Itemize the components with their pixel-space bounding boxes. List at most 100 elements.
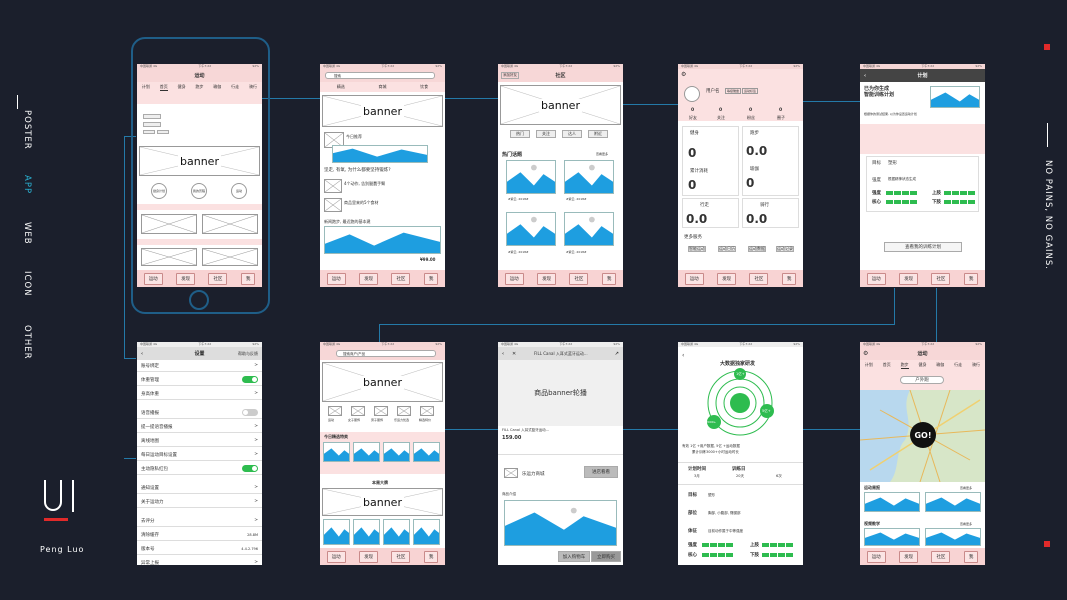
tab-sport[interactable]: 运动 xyxy=(326,272,346,285)
tab-sport[interactable]: 运动 xyxy=(866,272,886,285)
tab[interactable]: 计划 xyxy=(864,362,873,367)
toggle-switch[interactable] xyxy=(242,465,258,472)
settings-row[interactable]: 体重管理 xyxy=(137,374,262,386)
tab[interactable]: 计划 xyxy=(141,84,150,89)
tab-me[interactable]: 我 xyxy=(781,272,797,285)
tab[interactable]: 跑步 xyxy=(195,84,204,89)
banner[interactable]: banner xyxy=(500,85,621,125)
banner[interactable]: banner xyxy=(322,362,443,402)
gear-icon[interactable]: ⚙ xyxy=(863,350,869,357)
tab[interactable]: 行走 xyxy=(231,84,240,89)
back-icon[interactable]: ‹ xyxy=(682,352,685,359)
share-icon[interactable]: ↗ xyxy=(614,350,619,357)
tab[interactable]: 跑步 xyxy=(900,361,909,369)
banner[interactable]: banner xyxy=(322,95,443,127)
close-icon[interactable]: ✕ xyxy=(512,350,517,357)
settings-row[interactable]: 去评分 > xyxy=(137,515,262,527)
add-friend-button[interactable]: 添加好友 xyxy=(501,72,519,79)
search-input[interactable]: 搜索商户/产品 xyxy=(336,350,436,357)
tab-me[interactable]: 我 xyxy=(601,272,617,285)
tab-me[interactable]: 我 xyxy=(963,272,979,285)
tab-sport[interactable]: 运动 xyxy=(504,272,524,285)
tab-sport[interactable]: 运动 xyxy=(326,550,346,563)
circle-button[interactable]: 运动 xyxy=(231,183,247,199)
tab-discover[interactable]: 发现 xyxy=(899,272,919,285)
product-carousel[interactable]: 商品banner轮播 xyxy=(498,360,623,426)
tab-discover[interactable]: 发现 xyxy=(899,550,919,563)
tab-community[interactable]: 社区 xyxy=(749,272,769,285)
view-plan-button[interactable]: 查看我的训练计划 xyxy=(884,242,962,252)
help-link[interactable]: 帮助与反馈 xyxy=(238,350,258,356)
settings-row[interactable]: 清除缓存 28.8M xyxy=(137,529,262,541)
settings-row[interactable]: 关于运动力 > xyxy=(137,496,262,508)
nav-app[interactable]: APP xyxy=(22,175,32,195)
banner[interactable]: banner xyxy=(139,146,260,176)
banner[interactable]: banner xyxy=(322,488,443,516)
toggle-switch[interactable] xyxy=(242,376,258,383)
settings-row[interactable]: 语音播报 xyxy=(137,407,262,419)
tab[interactable]: 瑜伽 xyxy=(213,84,222,89)
tab-me[interactable]: 我 xyxy=(423,550,439,563)
settings-row[interactable]: 账号绑定 > xyxy=(137,360,262,372)
nav-icon[interactable]: ICON xyxy=(22,271,32,297)
back-icon[interactable]: ‹ xyxy=(141,350,144,357)
service-button[interactable]: 运动日历 xyxy=(718,246,736,252)
tab-me[interactable]: 我 xyxy=(240,272,256,285)
nav-web[interactable]: WEB xyxy=(22,221,32,245)
tab-discover[interactable]: 发现 xyxy=(537,272,557,285)
service-button[interactable]: 运动数据 xyxy=(748,246,766,252)
tab-community[interactable]: 社区 xyxy=(931,550,951,563)
tab-me[interactable]: 我 xyxy=(963,550,979,563)
settings-row[interactable]: 异常上报 > xyxy=(137,557,262,565)
tab-discover[interactable]: 发现 xyxy=(359,550,379,563)
settings-row[interactable]: 身高体重 > xyxy=(137,388,262,400)
tab[interactable]: 首页 xyxy=(882,362,891,367)
tab-sport[interactable]: 运动 xyxy=(684,272,704,285)
back-icon[interactable]: ‹ xyxy=(864,72,867,79)
tab-community[interactable]: 社区 xyxy=(391,550,411,563)
tab[interactable]: 饮食 xyxy=(420,84,429,89)
nearby-button[interactable]: 附近 xyxy=(588,130,608,138)
tab-discover[interactable]: 发现 xyxy=(717,272,737,285)
service-button[interactable]: 运动记录 xyxy=(776,246,794,252)
buy-now-button[interactable]: 立即购买 xyxy=(591,551,621,562)
service-button[interactable]: 智能运动 xyxy=(688,246,706,252)
nav-poster[interactable]: POSTER xyxy=(22,110,32,150)
tab[interactable]: 瑜伽 xyxy=(936,362,945,367)
tab-discover[interactable]: 发现 xyxy=(359,272,379,285)
search-input[interactable]: 搜索 xyxy=(325,72,435,79)
tab[interactable]: 健身 xyxy=(177,84,186,89)
add-to-cart-button[interactable]: 加入购物车 xyxy=(558,551,590,562)
gear-icon[interactable]: ⚙ xyxy=(681,71,687,78)
settings-row[interactable]: 提一提语音播报 > xyxy=(137,421,262,433)
tab-community[interactable]: 社区 xyxy=(208,272,228,285)
talent-button[interactable]: 达人 xyxy=(562,130,582,138)
back-icon[interactable]: ‹ xyxy=(502,350,505,357)
tab[interactable]: 精选 xyxy=(336,84,345,89)
tab-sport[interactable]: 运动 xyxy=(866,550,886,563)
avatar[interactable] xyxy=(684,86,700,102)
settings-row[interactable]: 版本号 4.4.2.796 xyxy=(137,543,262,555)
tab[interactable]: 行走 xyxy=(954,362,963,367)
tab[interactable]: 骑行 xyxy=(971,362,980,367)
tab[interactable]: 骑行 xyxy=(248,84,257,89)
tab[interactable]: 健身 xyxy=(918,362,927,367)
settings-row[interactable]: 离线地图 > xyxy=(137,435,262,447)
tab-discover[interactable]: 发现 xyxy=(176,272,196,285)
circle-button[interactable]: 健身计划 xyxy=(151,183,167,199)
tab-community[interactable]: 社区 xyxy=(569,272,589,285)
circle-button[interactable]: 我的历程 xyxy=(191,183,207,199)
nav-other[interactable]: OTHER xyxy=(22,324,32,360)
hot-button[interactable]: 热门 xyxy=(510,130,530,138)
tab[interactable]: 首页 xyxy=(159,83,168,91)
go-button[interactable]: GO! xyxy=(910,422,936,448)
tab-community[interactable]: 社区 xyxy=(391,272,411,285)
tab-me[interactable]: 我 xyxy=(423,272,439,285)
follow-button[interactable]: 关注 xyxy=(536,130,556,138)
outdoor-run-selector[interactable]: 户外跑 xyxy=(900,376,944,384)
settings-row[interactable]: 通知设置 > xyxy=(137,482,262,494)
toggle-switch[interactable] xyxy=(242,409,258,416)
tab-sport[interactable]: 运动 xyxy=(143,272,163,285)
settings-row[interactable]: 每日运动目标设置 > xyxy=(137,449,262,461)
visit-store-button[interactable]: 进店看看 xyxy=(584,466,618,478)
